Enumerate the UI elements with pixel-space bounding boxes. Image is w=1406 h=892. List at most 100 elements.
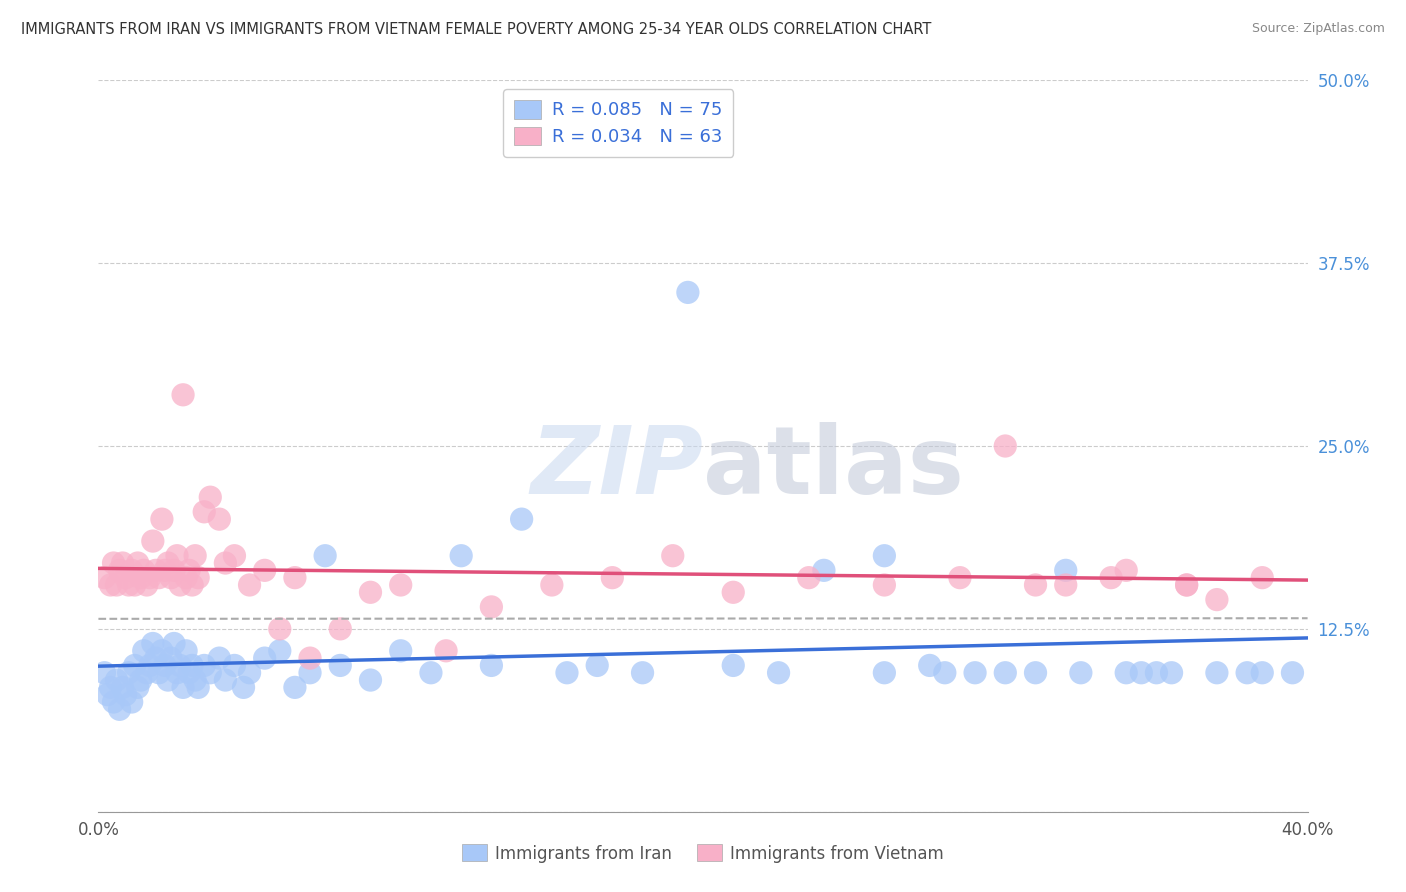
Point: [239, 578, 262, 592]
Legend: Immigrants from Iran, Immigrants from Vietnam: Immigrants from Iran, Immigrants from Vi…: [456, 838, 950, 869]
Point: [172, 681, 194, 695]
Point: [118, 665, 141, 680]
Point: [586, 658, 609, 673]
Point: [105, 673, 128, 687]
Point: [127, 681, 149, 695]
Point: [723, 658, 745, 673]
Point: [166, 665, 188, 680]
Point: [184, 673, 207, 687]
Point: [676, 285, 699, 300]
Point: [153, 658, 176, 673]
Point: [602, 571, 624, 585]
Point: [103, 695, 125, 709]
Point: [129, 673, 152, 687]
Text: IMMIGRANTS FROM IRAN VS IMMIGRANTS FROM VIETNAM FEMALE POVERTY AMONG 25-34 YEAR : IMMIGRANTS FROM IRAN VS IMMIGRANTS FROM …: [21, 22, 931, 37]
Point: [1054, 578, 1077, 592]
Point: [873, 549, 896, 563]
Point: [1130, 665, 1153, 680]
Point: [253, 563, 276, 577]
Point: [1115, 563, 1137, 577]
Point: [163, 636, 186, 650]
Point: [93, 665, 115, 680]
Point: [420, 665, 443, 680]
Point: [224, 658, 246, 673]
Point: [360, 585, 382, 599]
Point: [510, 512, 533, 526]
Point: [1206, 665, 1229, 680]
Point: [100, 681, 122, 695]
Point: [114, 688, 136, 702]
Text: atlas: atlas: [703, 422, 965, 514]
Point: [1206, 592, 1229, 607]
Point: [145, 651, 167, 665]
Point: [150, 644, 173, 658]
Point: [142, 534, 165, 549]
Point: [139, 658, 162, 673]
Point: [949, 571, 972, 585]
Point: [224, 549, 246, 563]
Point: [1024, 578, 1046, 592]
Point: [873, 665, 896, 680]
Point: [918, 658, 941, 673]
Point: [187, 681, 209, 695]
Point: [481, 599, 503, 614]
Point: [193, 505, 215, 519]
Point: [389, 644, 412, 658]
Point: [284, 681, 307, 695]
Point: [108, 702, 131, 716]
Point: [269, 644, 291, 658]
Point: [108, 563, 131, 577]
Point: [555, 665, 578, 680]
Point: [768, 665, 790, 680]
Point: [124, 578, 146, 592]
Point: [1281, 665, 1303, 680]
Point: [96, 688, 118, 702]
Point: [103, 556, 125, 570]
Point: [631, 665, 654, 680]
Point: [114, 571, 136, 585]
Point: [994, 439, 1017, 453]
Point: [1024, 665, 1046, 680]
Point: [145, 563, 167, 577]
Point: [200, 665, 222, 680]
Point: [239, 665, 262, 680]
Point: [1251, 571, 1274, 585]
Point: [299, 665, 322, 680]
Point: [1160, 665, 1182, 680]
Point: [329, 658, 352, 673]
Point: [121, 695, 143, 709]
Point: [360, 673, 382, 687]
Point: [181, 658, 204, 673]
Point: [253, 651, 276, 665]
Point: [214, 673, 236, 687]
Point: [434, 644, 457, 658]
Point: [118, 578, 141, 592]
Point: [200, 490, 222, 504]
Text: ZIP: ZIP: [530, 422, 703, 514]
Point: [314, 549, 336, 563]
Point: [100, 578, 122, 592]
Point: [269, 622, 291, 636]
Point: [160, 571, 183, 585]
Point: [148, 571, 170, 585]
Point: [132, 563, 155, 577]
Point: [139, 571, 162, 585]
Point: [214, 556, 236, 570]
Point: [174, 571, 197, 585]
Point: [1175, 578, 1198, 592]
Text: Source: ZipAtlas.com: Source: ZipAtlas.com: [1251, 22, 1385, 36]
Point: [184, 549, 207, 563]
Point: [187, 571, 209, 585]
Point: [1115, 665, 1137, 680]
Point: [193, 658, 215, 673]
Point: [135, 578, 157, 592]
Point: [179, 563, 201, 577]
Point: [150, 512, 173, 526]
Point: [179, 665, 201, 680]
Point: [661, 549, 683, 563]
Point: [111, 556, 134, 570]
Point: [163, 563, 186, 577]
Point: [172, 388, 194, 402]
Point: [208, 651, 231, 665]
Point: [994, 665, 1017, 680]
